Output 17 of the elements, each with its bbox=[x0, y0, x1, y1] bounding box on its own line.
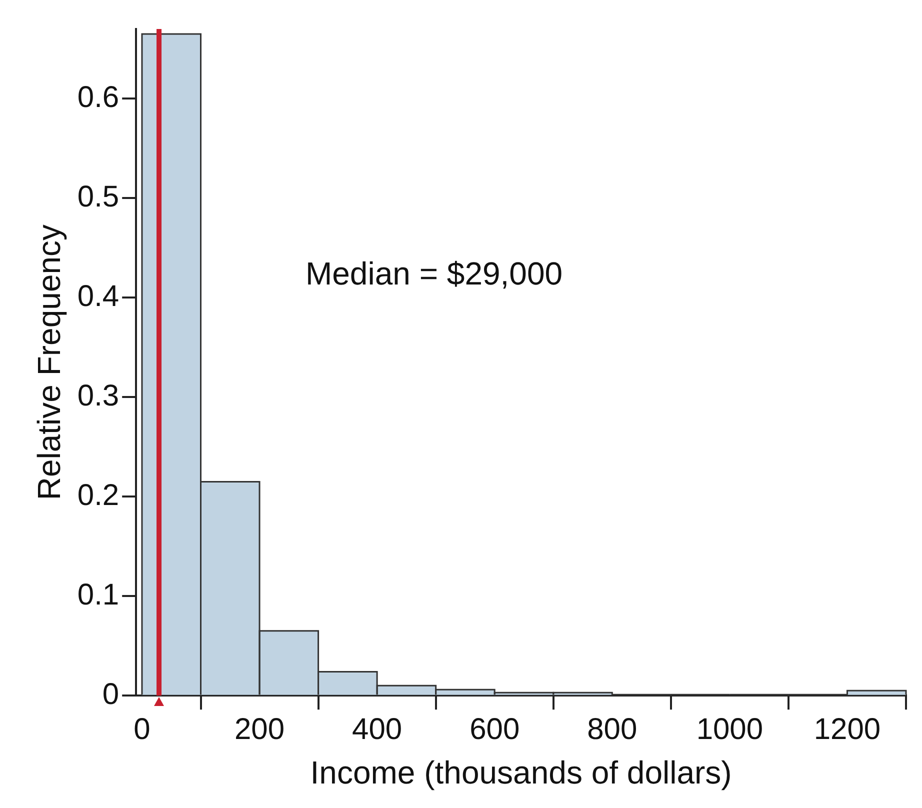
y-tick-label: 0.6 bbox=[77, 80, 120, 114]
y-tick-label: 0.3 bbox=[77, 379, 120, 412]
x-tick-label: 200 bbox=[234, 712, 285, 746]
y-tick-label: 0.1 bbox=[77, 578, 120, 612]
y-tick-label: 0.4 bbox=[77, 280, 120, 313]
x-tick-label: 0 bbox=[134, 712, 150, 746]
y-tick-label: 0 bbox=[102, 678, 120, 711]
x-tick-label: 1200 bbox=[814, 712, 881, 746]
x-tick-label: 400 bbox=[352, 712, 402, 746]
y-tick-label: 0.2 bbox=[77, 478, 120, 512]
y-tick-label: 0.5 bbox=[77, 180, 120, 214]
annotation: Median = $29,000 bbox=[305, 255, 563, 292]
x-tick-label: 800 bbox=[587, 712, 638, 746]
y-axis-title: Relative Frequency bbox=[31, 224, 68, 500]
x-tick-label: 600 bbox=[470, 712, 520, 746]
x-tick-label: 1000 bbox=[696, 712, 764, 746]
x-axis-title: Income (thousands of dollars) bbox=[310, 754, 732, 791]
